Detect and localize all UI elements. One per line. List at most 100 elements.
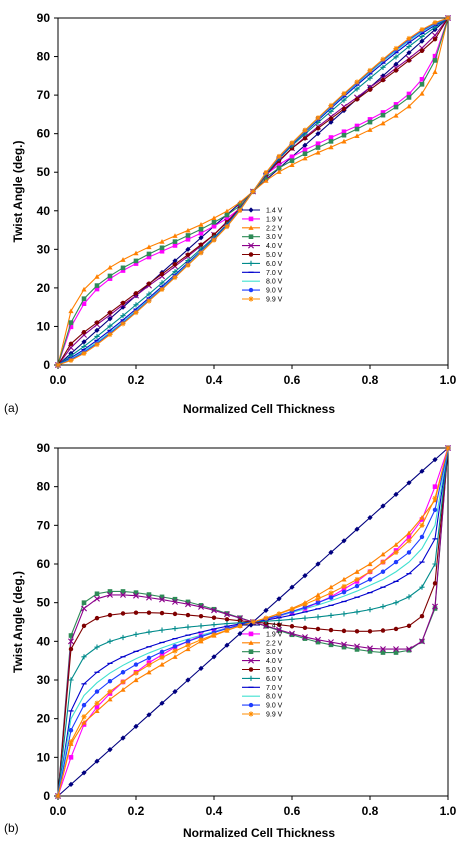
data-point [340,641,347,648]
data-point [380,628,386,633]
data-point [302,151,308,157]
legend-label: 4.0 V [266,243,283,250]
data-point [81,702,87,708]
data-point [81,719,87,725]
data-point [432,603,439,610]
data-point [81,770,87,776]
data-point [172,648,178,654]
data-point [146,298,152,304]
data-point [341,590,347,595]
legend-swatch-marker [248,631,254,637]
data-point [367,87,373,92]
data-point [354,643,361,650]
data-point [276,617,282,624]
data-point [328,612,334,619]
data-point [406,550,412,555]
legend-label: 9.9 V [266,712,283,719]
data-point [315,614,321,620]
data-point [341,106,347,112]
data-point [406,43,412,50]
data-point [380,77,386,83]
y-tick-label: 80 [37,50,51,64]
data-point [146,655,152,661]
legend-swatch-marker [248,667,254,672]
data-point [120,589,126,594]
data-point [276,596,282,602]
data-point [133,590,139,595]
data-point [107,612,113,618]
data-point [315,115,321,121]
y-tick-label: 60 [37,557,51,571]
data-point [328,135,334,140]
data-point [354,126,360,132]
y-tick-label: 90 [37,11,51,25]
data-point [172,644,178,649]
x-axis-label: Normalized Cell Thickness [183,826,335,840]
data-point [393,542,399,547]
data-point [289,140,295,146]
data-point [120,268,126,273]
legend-label: 2.2 V [266,640,283,647]
data-point [380,120,386,126]
legend-swatch-marker [248,702,254,708]
data-point [315,600,321,605]
data-point [328,627,334,633]
data-point [328,639,334,646]
data-point [107,323,113,329]
data-point [380,503,386,509]
data-point [341,129,347,135]
legend-swatch-marker [248,242,254,249]
data-point [94,644,100,650]
data-point [81,654,87,660]
data-point [354,97,360,102]
data-point [328,144,334,150]
legend-label: 8.0 V [266,694,283,701]
data-point [302,636,308,641]
data-point [393,491,399,497]
data-point [445,15,451,21]
data-point [341,586,347,592]
legend-swatch-marker [248,260,254,266]
data-point [159,596,166,603]
data-point [120,634,126,641]
data-point [107,273,113,279]
data-point [263,174,269,180]
legend-label: 7.0 V [266,685,283,692]
data-point [120,687,126,692]
x-tick-label: 0.4 [206,804,223,818]
data-point [328,102,334,109]
data-point [198,634,204,639]
data-point [133,258,139,264]
legend: 1.4 V1.9 V 2.2 V 3.0 V 4.0 V 5.0 V 6.0 V 7.0 V… [242,622,283,719]
data-point [133,631,139,637]
data-point [146,669,152,675]
data-point [237,199,243,205]
data-point [81,296,87,301]
data-point [120,265,126,271]
data-point [406,530,412,536]
data-point [172,239,178,244]
data-point [120,735,126,741]
data-point [393,104,399,110]
data-point [315,145,321,150]
data-point [68,739,74,745]
data-point [406,58,412,63]
panel-label: (b) [4,821,19,835]
data-point [107,747,113,753]
data-point [68,728,74,733]
legend-swatch-marker [248,225,254,230]
data-point [302,155,308,161]
data-point [198,242,204,247]
data-point [276,165,282,171]
legend-label: 3.0 V [266,234,283,241]
x-tick-label: 1.0 [440,373,456,387]
data-point [419,534,425,540]
data-point [315,626,321,632]
data-point [146,712,152,718]
data-point [315,596,321,602]
data-point [328,590,334,596]
data-point [367,645,373,652]
data-point [133,291,139,296]
data-point [81,286,87,292]
data-point [289,616,295,622]
